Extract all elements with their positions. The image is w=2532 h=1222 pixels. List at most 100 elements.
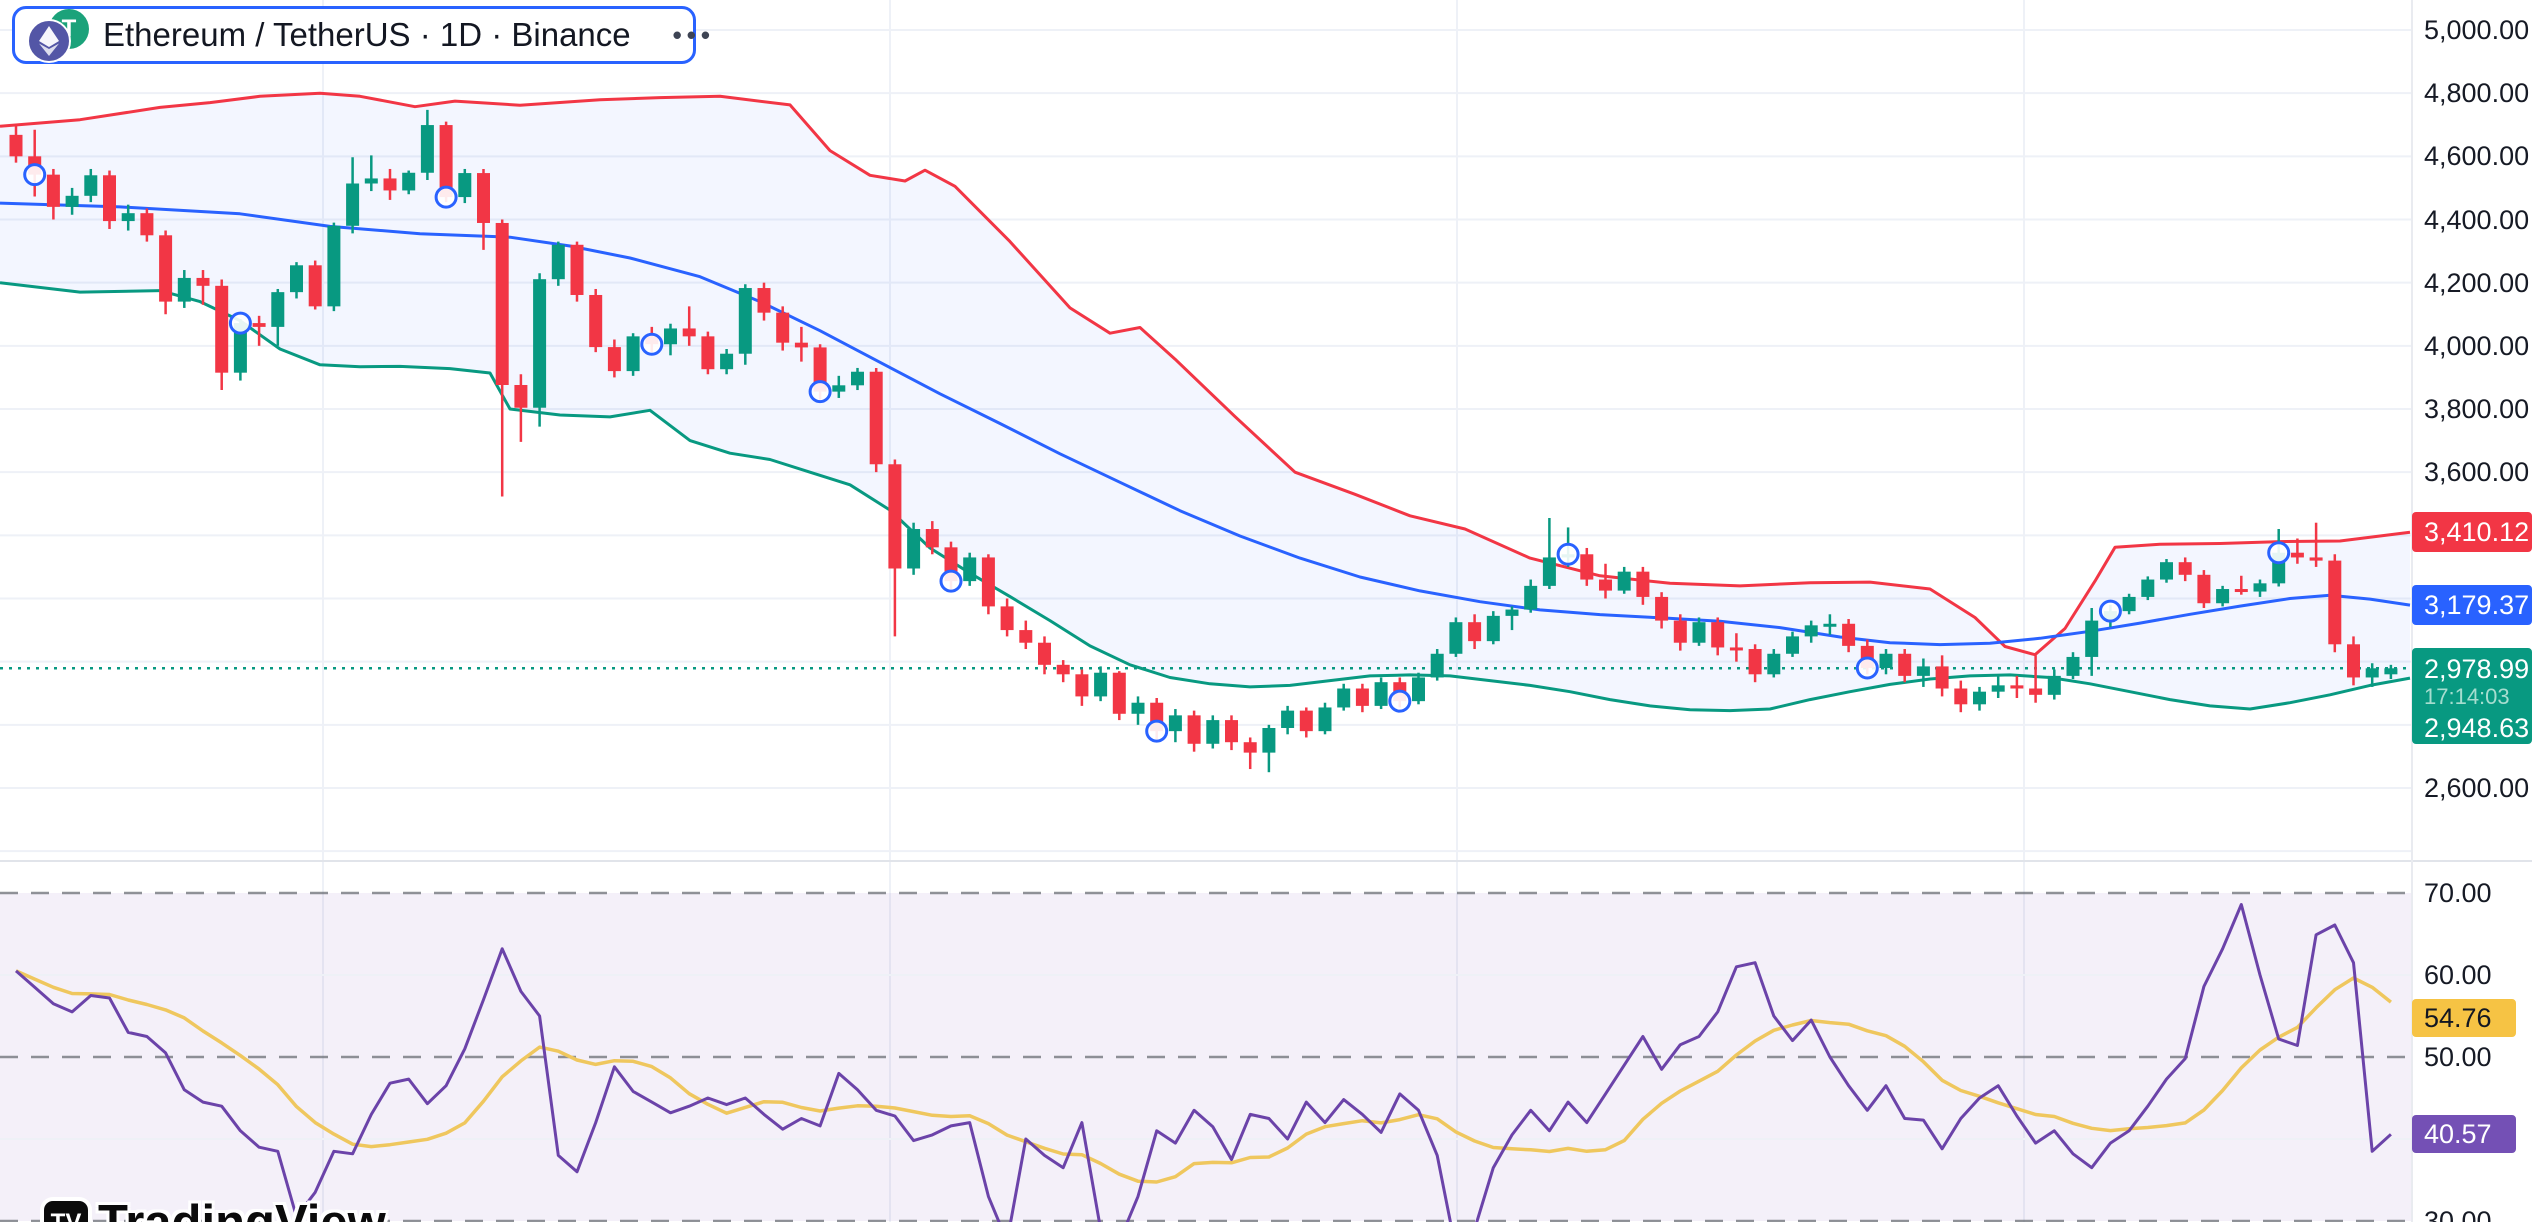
candle-body [196, 277, 210, 286]
candle-body [84, 175, 98, 196]
candle-body [1542, 557, 1556, 586]
candle-body [1318, 707, 1332, 732]
bb-basis-price-label: 3,179.37 [2412, 585, 2532, 625]
candle-body [832, 385, 846, 392]
candle-body [1823, 623, 1837, 627]
candle-marker-circle [1145, 719, 1169, 743]
candle-body [1449, 622, 1463, 654]
candle-body [1019, 630, 1033, 643]
candle-body [851, 371, 864, 386]
candle-body [1056, 664, 1070, 675]
price-tick-label: 4,000.00 [2424, 330, 2530, 361]
candle-body [1262, 727, 1276, 753]
candle-body [1131, 702, 1145, 714]
candle-body [495, 222, 509, 385]
candle-body [720, 353, 734, 370]
candle-body [1000, 606, 1014, 631]
candle-body [1954, 688, 1968, 705]
candle-body [1038, 642, 1051, 665]
candle-body [1916, 666, 1930, 676]
candle-body [607, 347, 621, 372]
candle-body [2365, 668, 2379, 678]
candle-marker-circle [1855, 656, 1879, 680]
price-tick-label: 2,600.00 [2424, 773, 2530, 803]
candle-body [1842, 623, 1856, 646]
candle-body [570, 244, 584, 295]
candle-body [1636, 571, 1650, 597]
candle-body [1786, 636, 1799, 654]
bb-fill [0, 93, 2410, 711]
bb-upper-price-label: 3,410.12 [2412, 512, 2532, 552]
candle-body [9, 134, 23, 157]
candle-body [1505, 609, 1519, 616]
more-options-button[interactable]: ••• [672, 19, 715, 50]
candle-body [2347, 644, 2360, 678]
rsi-tick-label: 60.00 [2424, 960, 2492, 990]
candle-body [327, 225, 341, 307]
rsi-zone-fill [0, 893, 2412, 1221]
candle-body [2197, 574, 2211, 604]
candle-body [551, 244, 565, 280]
candle-body [215, 285, 229, 373]
candle-marker-circle [23, 163, 47, 187]
candle-body [794, 342, 808, 348]
candle-marker-circle [434, 185, 458, 209]
candle-body [383, 178, 397, 191]
candle-body [1935, 666, 1949, 689]
candle-body [2178, 562, 2192, 575]
candle-body [2253, 583, 2267, 592]
candle-marker-circle [1388, 689, 1412, 713]
rsi-ma-line [15, 969, 2392, 1184]
candle-body [1748, 649, 1762, 675]
candle-body [2234, 589, 2248, 593]
rsi-value-label: 40.57 [2412, 1115, 2516, 1153]
candle-body [458, 173, 472, 198]
rsi-ma-value-label: 54.76 [2412, 999, 2516, 1037]
candle-body [869, 371, 883, 465]
candle-body [1299, 710, 1313, 732]
last-price-label: 2,978.99 17:14:03 2,948.63 [2412, 648, 2532, 744]
price-tick-label: 4,800.00 [2424, 78, 2530, 109]
bar-countdown: 17:14:03 [2424, 684, 2510, 709]
ethereum-logo-icon [27, 19, 71, 63]
candle-body [2290, 552, 2304, 558]
candle-body [701, 336, 715, 370]
candle-body [1991, 685, 2005, 692]
candle-body [402, 172, 416, 191]
symbol-title: Ethereum / TetherUS · 1D · Binance [103, 16, 631, 53]
candle-body [1711, 622, 1725, 648]
candle-body [925, 529, 939, 548]
rsi-line [15, 903, 2392, 1222]
candle-marker-circle [2267, 541, 2291, 565]
candle-body [1599, 579, 1612, 591]
symbol-box[interactable]: T Ethereum / TetherUS · 1D · Binance ••• [12, 6, 710, 64]
candle-body [439, 125, 453, 198]
candle-body [140, 213, 154, 236]
bb-lower-price-value: 2,948.63 [2424, 713, 2530, 744]
bb-upper-line [0, 91, 2411, 657]
rsi-tick-label: 50.00 [2424, 1042, 2492, 1072]
price-tick-label: 4,200.00 [2424, 267, 2530, 298]
candle-body [1898, 653, 1912, 676]
bb-basis-line [0, 201, 2411, 647]
candle-body [420, 125, 434, 173]
candle-body [2010, 685, 2024, 689]
candle-body [103, 175, 116, 222]
pair-logo: T [27, 9, 91, 63]
last-price-value: 2,978.99 [2424, 654, 2530, 684]
candle-body [888, 464, 902, 569]
candle-body [65, 195, 79, 207]
candle-body [776, 312, 790, 343]
candle-body [2160, 562, 2173, 580]
candle-body [1673, 620, 1687, 643]
candle-body [626, 336, 640, 372]
price-tick-label: 3,600.00 [2424, 457, 2530, 488]
price-tick-label: 4,400.00 [2424, 204, 2530, 235]
candle-body [1206, 720, 1220, 744]
price-tick-label: 5,000.00 [2424, 15, 2530, 45]
candle-body [2066, 656, 2080, 676]
candle-body [1355, 688, 1369, 706]
candle-body [1430, 653, 1444, 678]
